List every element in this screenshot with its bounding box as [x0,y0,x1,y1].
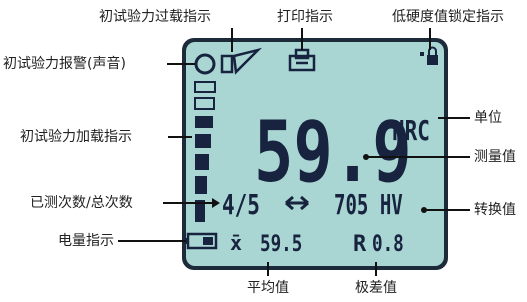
unit: HRC [392,114,430,147]
label-right: 单位 [474,110,502,126]
conversion: 705 HV [334,188,403,221]
diagram: 59.9 HRC 4/5 705 HV x̄ 59.5 R 0.8 初试验力过载… [0,0,527,302]
label-left: 初试验力加载指示 [20,128,132,145]
average-symbol: x̄ [230,231,242,255]
label-left: 已测次数/总次数 [30,195,133,211]
label-bottom: 平均值 [247,280,289,296]
label-left: 初试验力报警(声音) [3,55,126,72]
label-top: 初试验力过载指示 [99,8,211,25]
label-right: 转换值 [474,201,516,218]
label-left: 电量指示 [58,233,114,249]
measurement: 59.9 [254,103,412,201]
range: 0.8 [372,231,404,256]
label-bottom: 极差值 [355,280,397,296]
average: 59.5 [260,231,302,256]
range-symbol: R [353,232,367,257]
label-top: 打印指示 [277,8,333,25]
label-top: 低硬度值锁定指示 [392,9,504,25]
count: 4/5 [222,188,260,221]
label-right: 测量值 [474,149,516,165]
